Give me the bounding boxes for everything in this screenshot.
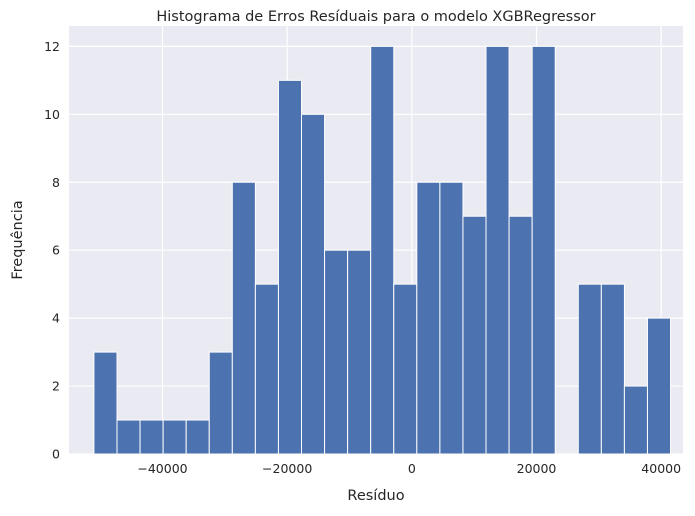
histogram-bar — [254, 283, 279, 455]
histogram-bar — [646, 317, 672, 455]
histogram-bar — [93, 351, 118, 455]
histogram-bar — [277, 79, 303, 455]
chart-title: Histograma de Erros Resíduais para o mod… — [156, 9, 595, 25]
y-axis-label: Frequência — [10, 200, 26, 279]
histogram-bar — [531, 45, 556, 455]
x-axis-ticks: −40000 −20000 0 20000 40000 — [137, 461, 681, 476]
histogram-bar — [485, 45, 510, 455]
x-tick-label: 40000 — [641, 461, 681, 476]
y-tick-label: 0 — [52, 447, 60, 462]
histogram-bar — [185, 419, 210, 455]
histogram-bar — [301, 113, 326, 455]
histogram-bar — [508, 215, 533, 455]
histogram-bar — [324, 249, 349, 455]
histogram-bar — [439, 181, 464, 455]
histogram-bar — [416, 181, 441, 455]
x-tick-label: 0 — [408, 461, 416, 476]
histogram-bar — [462, 215, 487, 455]
histogram-bar — [370, 45, 395, 455]
x-tick-label: −40000 — [137, 461, 187, 476]
x-tick-label: −20000 — [262, 461, 312, 476]
histogram-bar — [393, 283, 418, 455]
histogram-bar — [162, 419, 187, 455]
x-axis-label: Resíduo — [347, 488, 404, 504]
x-tick-label: 20000 — [517, 461, 557, 476]
histogram-bar — [600, 283, 625, 455]
y-tick-label: 4 — [52, 311, 60, 326]
histogram-bar — [208, 351, 233, 455]
y-tick-label: 6 — [52, 243, 60, 258]
histogram-bar — [116, 419, 141, 455]
histogram-bar — [623, 385, 648, 455]
histogram-bars — [93, 45, 672, 455]
histogram-bar — [139, 419, 164, 455]
histogram-bar — [577, 283, 602, 455]
histogram-bar — [347, 249, 372, 455]
histogram-bar — [231, 181, 256, 455]
y-axis-ticks: 0 2 4 6 8 10 12 — [44, 39, 60, 462]
y-tick-label: 2 — [52, 379, 60, 394]
y-tick-label: 10 — [44, 107, 60, 122]
y-tick-label: 8 — [52, 175, 60, 190]
y-tick-label: 12 — [44, 39, 60, 54]
